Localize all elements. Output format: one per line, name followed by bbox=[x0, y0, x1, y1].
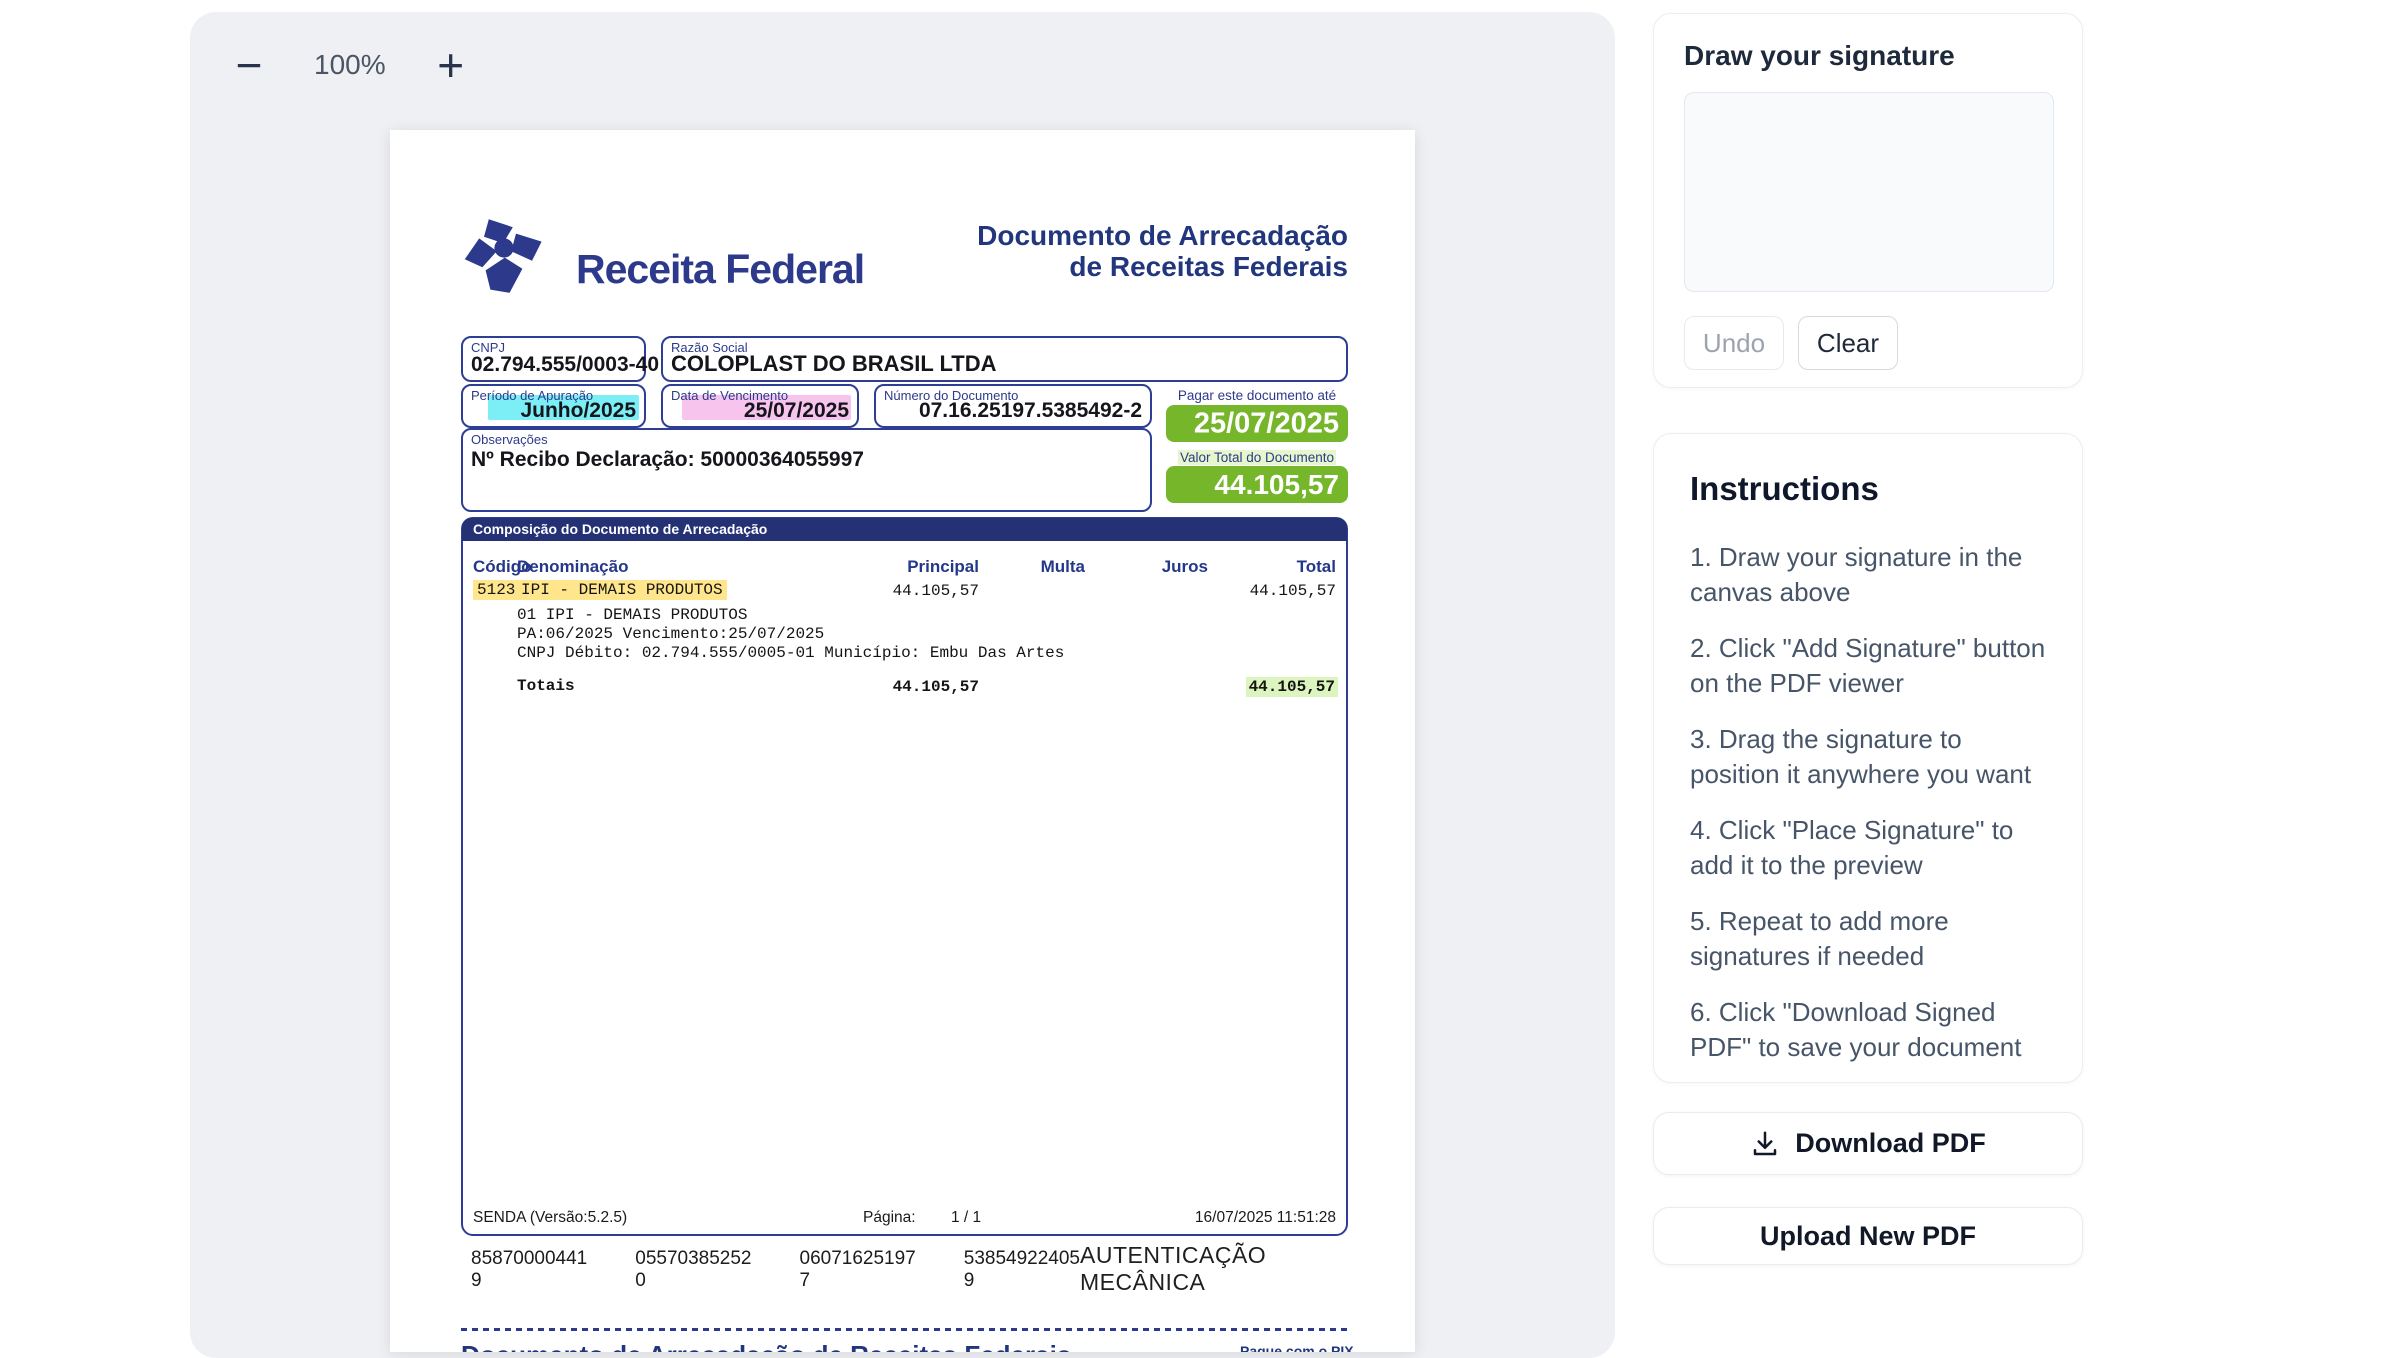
instruction-step: 4. Click "Place Signature" to add it to … bbox=[1690, 815, 2014, 880]
generation-timestamp: 16/07/2025 11:51:28 bbox=[1194, 1209, 1336, 1226]
field-periodo-label: Período de Apuração bbox=[471, 388, 594, 403]
field-razao-social-value: COLOPLAST DO BRASIL LTDA bbox=[671, 351, 997, 376]
field-periodo-apuracao: Período de Apuração Junho/2025 bbox=[461, 384, 646, 428]
instructions-title: Instructions bbox=[1690, 470, 1879, 507]
column-header-codigo: Código bbox=[473, 557, 532, 576]
column-header-multa: Multa bbox=[1040, 557, 1085, 576]
pix-label: Pague com o PIX bbox=[1240, 1343, 1354, 1352]
barcode-digits: 85870000441 9 05570385252 0 06071625197 … bbox=[461, 1242, 1080, 1292]
pagina-label: Página: bbox=[863, 1209, 916, 1226]
field-periodo-value: Junho/2025 bbox=[520, 399, 636, 422]
zoom-out-button[interactable]: − bbox=[224, 39, 274, 91]
document-title-line2: de Receitas Federais bbox=[1069, 251, 1348, 282]
row-principal: 44.105,57 bbox=[892, 582, 979, 600]
zoom-in-button[interactable]: + bbox=[426, 39, 476, 91]
row-codigo: 5123 bbox=[473, 580, 520, 600]
zoom-toolbar: − 100% + bbox=[224, 39, 476, 91]
column-header-principal: Principal bbox=[907, 557, 979, 576]
field-observacoes: Observações Nº Recibo Declaração: 500003… bbox=[461, 428, 1152, 512]
next-section-title: Documento de Arrecadação de Receitas Fed… bbox=[461, 1340, 1071, 1352]
row-denominacao: IPI - DEMAIS PRODUTOS bbox=[517, 580, 727, 600]
row-codigo-value: 5123 bbox=[473, 580, 520, 600]
download-icon bbox=[1754, 1131, 1777, 1155]
totais-total: 44.105,57 bbox=[1245, 677, 1338, 697]
detail-line: 01 IPI - DEMAIS PRODUTOS bbox=[517, 606, 748, 624]
field-vencimento-value: 25/07/2025 bbox=[743, 399, 849, 422]
field-observacoes-label: Observações bbox=[471, 432, 548, 447]
field-observacoes-value: Nº Recibo Declaração: 50000364055997 bbox=[471, 448, 864, 471]
totais-label: Totais bbox=[517, 677, 575, 695]
brand-name: Receita Federal bbox=[576, 246, 865, 292]
detail-line: PA:06/2025 Vencimento:25/07/2025 bbox=[517, 625, 825, 643]
column-header-denominacao: Denominação bbox=[517, 557, 629, 576]
upload-new-pdf-button[interactable]: Upload New PDF bbox=[1653, 1207, 2083, 1265]
pagar-ate-label: Pagar este documento até bbox=[1177, 388, 1337, 403]
field-numero-label: Número do Documento bbox=[884, 388, 1019, 403]
instructions-panel: Instructions 1. Draw your signature in t… bbox=[1653, 433, 2083, 1083]
zoom-level-label: 100% bbox=[314, 49, 386, 80]
instruction-step: 3. Drag the signature to position it any… bbox=[1690, 724, 2032, 789]
valor-total-label: Valor Total do Documento bbox=[1166, 450, 1348, 465]
barcode-digit-group: 53854922405 9 bbox=[963, 1248, 1080, 1291]
dashed-cut-line bbox=[461, 1328, 1351, 1331]
upload-new-pdf-label: Upload New PDF bbox=[1759, 1220, 1976, 1251]
pink-highlight bbox=[682, 394, 852, 420]
totais-principal: 44.105,57 bbox=[892, 678, 979, 696]
field-cnpj: CNPJ 02.794.555/0003-40 bbox=[461, 336, 659, 382]
undo-button[interactable]: Undo bbox=[1684, 316, 1784, 370]
signature-panel-title: Draw your signature bbox=[1684, 40, 1955, 71]
pdf-page: Receita Federal Documento de Arrecadação… bbox=[390, 130, 1415, 1352]
field-data-vencimento: Data de Vencimento 25/07/2025 bbox=[661, 384, 859, 428]
instruction-step: 1. Draw your signature in the canvas abo… bbox=[1690, 542, 2023, 607]
field-razao-social-label: Razão Social bbox=[671, 340, 748, 355]
composicao-section-header: Composição do Documento de Arrecadação bbox=[462, 518, 1347, 541]
column-header-juros: Juros bbox=[1161, 557, 1208, 576]
composicao-table: Composição do Documento de Arrecadação C… bbox=[461, 517, 1348, 1236]
instruction-step: 2. Click "Add Signature" button on the P… bbox=[1690, 633, 2046, 698]
document-title-line1: Documento de Arrecadação bbox=[977, 220, 1348, 251]
field-vencimento-label: Data de Vencimento bbox=[671, 388, 789, 403]
pagar-ate-value-box: 25/07/2025 bbox=[1166, 405, 1348, 442]
field-razao-social: Razão Social COLOPLAST DO BRASIL LTDA bbox=[661, 336, 1348, 382]
receita-federal-logo-icon bbox=[464, 219, 542, 293]
row-denominacao-value: IPI - DEMAIS PRODUTOS bbox=[517, 580, 727, 600]
barcode-digit-group: 06071625197 7 bbox=[799, 1248, 916, 1291]
barcode-row: 85870000441 9 05570385252 0 06071625197 … bbox=[461, 1242, 1348, 1296]
row-total: 44.105,57 bbox=[1249, 582, 1336, 600]
signature-canvas[interactable] bbox=[1684, 92, 2054, 292]
field-cnpj-value: 02.794.555/0003-40 bbox=[471, 353, 660, 376]
detail-line: CNPJ Débito: 02.794.555/0005-01 Municípi… bbox=[517, 644, 1065, 662]
pagina-value: 1 / 1 bbox=[951, 1209, 982, 1226]
download-pdf-label: Download PDF bbox=[1795, 1128, 1986, 1158]
pagar-ate-value: 25/07/2025 bbox=[1193, 407, 1339, 439]
column-header-total: Total bbox=[1296, 557, 1336, 576]
signature-panel: Draw your signature Undo Clear bbox=[1653, 13, 2083, 388]
senda-version: SENDA (Versão:5.2.5) bbox=[473, 1209, 628, 1226]
instructions-list: 1. Draw your signature in the canvas abo… bbox=[1690, 540, 2052, 1086]
valor-total-value-box: 44.105,57 bbox=[1166, 466, 1348, 503]
valor-total-label-text: Valor Total do Documento bbox=[1177, 450, 1337, 465]
barcode-digit-group: 85870000441 9 bbox=[471, 1248, 588, 1291]
field-numero-value: 07.16.25197.5385492-2 bbox=[918, 399, 1142, 422]
autenticacao-mecanica-label: AUTENTICAÇÃO MECÂNICA bbox=[1080, 1242, 1267, 1295]
barcode-digit-group: 05570385252 0 bbox=[635, 1248, 752, 1291]
field-numero-documento: Número do Documento 07.16.25197.5385492-… bbox=[874, 384, 1152, 428]
field-cnpj-label: CNPJ bbox=[471, 340, 505, 355]
instruction-step: 6. Click "Download Signed PDF" to save y… bbox=[1690, 997, 2022, 1062]
instruction-step: 5. Repeat to add more signatures if need… bbox=[1690, 906, 1949, 971]
clear-button[interactable]: Clear bbox=[1798, 316, 1898, 370]
totais-total-value: 44.105,57 bbox=[1245, 677, 1338, 697]
document-title: Documento de Arrecadação de Receitas Fed… bbox=[977, 220, 1348, 282]
cyan-highlight bbox=[488, 394, 639, 420]
valor-total-value: 44.105,57 bbox=[1214, 468, 1339, 500]
download-pdf-button[interactable]: Download PDF bbox=[1653, 1112, 2083, 1175]
